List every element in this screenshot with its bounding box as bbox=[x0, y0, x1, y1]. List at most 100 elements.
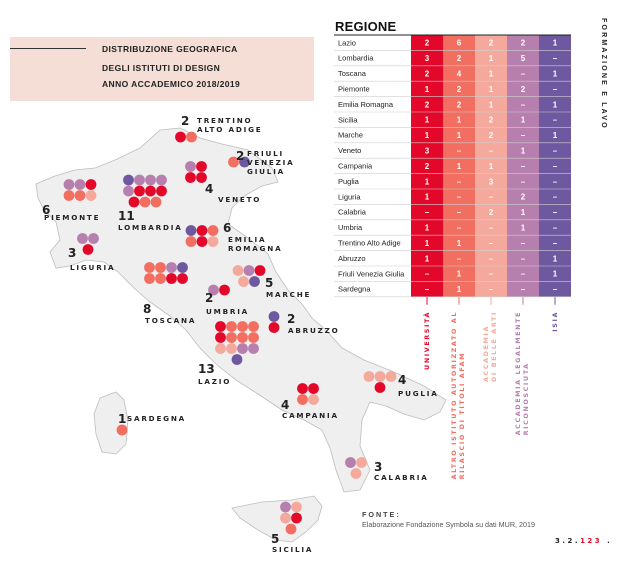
map-dot-toscana-isia bbox=[177, 262, 188, 273]
cell-value-accademia_riconosciuta: 1 bbox=[521, 224, 526, 233]
region-label-lazio: LAZIO bbox=[198, 377, 232, 386]
column-band-afam bbox=[443, 35, 475, 297]
cell-value-belle_arti: – bbox=[489, 147, 494, 156]
cell-value-universita: 1 bbox=[425, 193, 430, 202]
cell-value-belle_arti: 1 bbox=[489, 100, 494, 109]
cell-value-universita: 1 bbox=[425, 85, 430, 94]
cell-value-isia: – bbox=[553, 224, 558, 233]
cell-value-belle_arti: – bbox=[489, 285, 494, 294]
page-suffix: . bbox=[602, 537, 613, 545]
cell-value-afam: – bbox=[457, 254, 462, 263]
cell-value-accademia_riconosciuta: 1 bbox=[521, 147, 526, 156]
region-label-toscana: TOSCANA bbox=[145, 316, 197, 325]
region-count-sicilia: 5 bbox=[271, 532, 280, 546]
map-dot-emilia-belle_arti bbox=[207, 236, 219, 247]
map-dot-lazio-accademia_riconosciuta bbox=[248, 343, 259, 354]
region-count-umbria: 2 bbox=[205, 291, 214, 305]
map-dot-lombardia-accademia_riconosciuta bbox=[134, 174, 145, 186]
column-band-universita bbox=[411, 35, 443, 297]
cell-value-afam: – bbox=[457, 193, 462, 202]
cell-value-belle_arti: 3 bbox=[489, 177, 494, 186]
region-label-emilia: ROMAGNA bbox=[228, 244, 283, 253]
cell-value-isia: 1 bbox=[553, 100, 558, 109]
cell-value-accademia_riconosciuta: 2 bbox=[521, 39, 526, 48]
region-label-trentino: TRENTINO bbox=[197, 116, 253, 125]
cell-value-isia: – bbox=[553, 54, 558, 63]
cell-value-belle_arti: 1 bbox=[489, 54, 494, 63]
map-dot-lombardia-universita bbox=[134, 185, 145, 197]
map-dot-emilia-universita bbox=[196, 236, 208, 247]
cell-value-afam: 1 bbox=[457, 131, 462, 140]
row-region-name: Piemonte bbox=[338, 85, 370, 94]
cell-value-universita: 3 bbox=[425, 54, 430, 63]
cell-value-universita: 2 bbox=[425, 162, 430, 171]
row-region-name: Abruzzo bbox=[338, 254, 366, 263]
map-dot-toscana-universita bbox=[177, 273, 188, 284]
map-dot-marche-belle_arti bbox=[232, 265, 244, 276]
map-dot-piemonte-afam bbox=[74, 190, 86, 201]
title-line-2: DEGLI ISTITUTI DI DESIGN bbox=[102, 63, 221, 73]
map-dot-emilia-afam bbox=[185, 236, 197, 247]
map-dot-piemonte-accademia_riconosciuta bbox=[74, 179, 86, 190]
region-label-liguria: LIGURIA bbox=[70, 263, 116, 272]
row-region-name: Lombardia bbox=[338, 54, 374, 63]
region-label-umbria: UMBRIA bbox=[206, 307, 250, 316]
map-dot-puglia-belle_arti bbox=[374, 371, 386, 382]
column-label-line: ACCADEMIA LEGALMENTE bbox=[514, 310, 522, 436]
cell-value-universita: 2 bbox=[425, 100, 430, 109]
region-label-calabria: CALABRIA bbox=[374, 473, 429, 482]
map-dot-marche-isia bbox=[249, 276, 260, 287]
map-dot-emilia-universita bbox=[196, 225, 208, 236]
column-band-isia bbox=[539, 35, 571, 297]
cell-value-afam: 2 bbox=[457, 100, 462, 109]
column-label-line: UNIVERSITÀ bbox=[422, 310, 431, 370]
map-dot-piemonte-belle_arti bbox=[85, 190, 97, 201]
map-dot-lombardia-universita bbox=[128, 196, 140, 208]
cell-value-isia: 1 bbox=[553, 131, 558, 140]
row-region-name: Friuli Venezia Giulia bbox=[338, 269, 405, 278]
column-label-accademia_riconosciuta: ACCADEMIA LEGALMENTE RICONOSCIUTA bbox=[514, 311, 530, 435]
column-label-line: DI BELLE ARTI bbox=[490, 310, 498, 382]
map-dot-abruzzo-isia bbox=[268, 311, 280, 322]
column-label-isia: ISIA bbox=[551, 311, 559, 332]
cell-value-afam: 1 bbox=[457, 116, 462, 125]
side-section-title: FORMAZIONE E LAVO bbox=[600, 18, 607, 130]
cell-value-isia: – bbox=[553, 193, 558, 202]
region-count-sardegna: 1 bbox=[118, 412, 127, 426]
title-line-1: DISTRIBUZIONE GEOGRAFICA bbox=[102, 44, 238, 54]
column-label-afam: ALTRO ISTITUTO AUTORIZZATO AL RILASCIO DI… bbox=[450, 311, 466, 479]
map-dot-trentino-afam bbox=[186, 131, 197, 143]
cell-value-belle_arti: 1 bbox=[489, 70, 494, 79]
cell-value-afam: 2 bbox=[457, 85, 462, 94]
cell-value-belle_arti: – bbox=[489, 270, 494, 279]
map-dot-friuli-isia bbox=[239, 156, 250, 168]
cell-value-accademia_riconosciuta: – bbox=[521, 100, 526, 109]
map-dot-sardegna-afam bbox=[116, 424, 128, 436]
row-region-name: Lazio bbox=[338, 38, 356, 47]
mainland-shape bbox=[35, 127, 447, 493]
row-region-name: Sardegna bbox=[338, 285, 371, 294]
map-dot-lazio-belle_arti bbox=[215, 343, 226, 354]
map-dot-lazio-afam bbox=[226, 332, 237, 343]
cell-value-afam: 6 bbox=[457, 39, 462, 48]
title-box bbox=[10, 37, 314, 101]
table-header-regione: REGIONE bbox=[335, 19, 397, 34]
column-label-line: RICONOSCIUTA bbox=[522, 362, 530, 436]
region-count-abruzzo: 2 bbox=[287, 312, 296, 326]
cell-value-belle_arti: 2 bbox=[489, 208, 494, 217]
region-count-veneto: 4 bbox=[205, 182, 214, 196]
cell-value-universita: 2 bbox=[425, 70, 430, 79]
region-label-abruzzo: ABRUZZO bbox=[288, 326, 340, 335]
cell-value-accademia_riconosciuta: – bbox=[521, 162, 526, 171]
map-dot-marche-accademia_riconosciuta bbox=[243, 265, 255, 276]
map-dot-umbria-accademia_riconosciuta bbox=[208, 284, 219, 296]
cell-value-isia: – bbox=[553, 208, 558, 217]
column-label-line: RILASCIO DI TITOLI AFAM bbox=[458, 351, 466, 480]
region-count-puglia: 4 bbox=[398, 373, 407, 387]
cell-value-isia: 1 bbox=[553, 39, 558, 48]
map-dot-sicilia-belle_arti bbox=[280, 512, 291, 524]
map-dot-lombardia-accademia_riconosciuta bbox=[123, 185, 134, 197]
region-count-lazio: 13 bbox=[198, 362, 215, 376]
cell-value-accademia_riconosciuta: – bbox=[521, 270, 526, 279]
